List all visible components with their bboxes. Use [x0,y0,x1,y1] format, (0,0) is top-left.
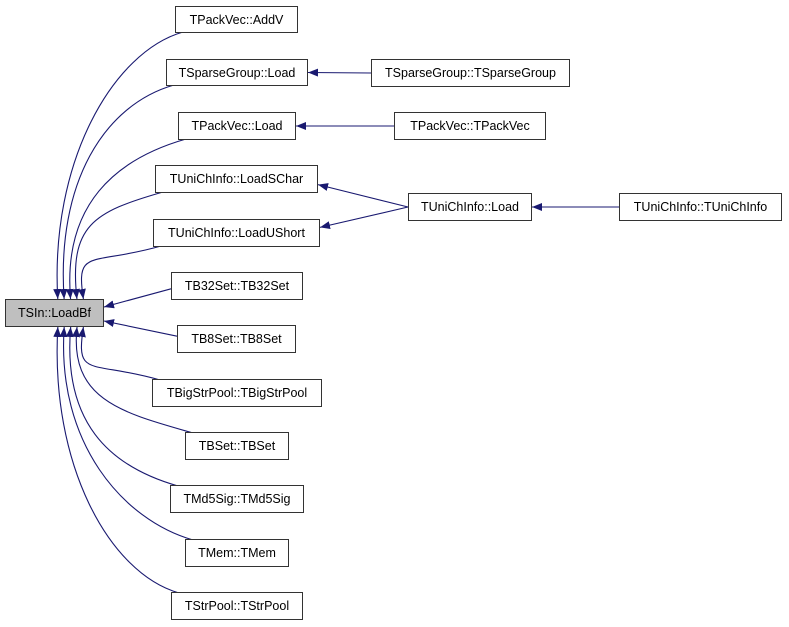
node-sgload[interactable]: TSparseGroup::Load [166,59,308,86]
edge-tbset-to-root [71,326,194,434]
edge-md5-to-root [65,326,179,487]
edge-loadschar-to-root [71,191,164,300]
node-root: TSIn::LoadBf [5,299,104,327]
node-tmem[interactable]: TMem::TMem [185,539,289,567]
node-addv[interactable]: TPackVec::AddV [175,6,298,33]
node-sgctor[interactable]: TSparseGroup::TSparseGroup [371,59,570,87]
edge-pvload-to-root [65,138,187,300]
node-strpool[interactable]: TStrPool::TStrPool [171,592,303,620]
node-ucload[interactable]: TUniChInfo::Load [408,193,532,221]
edge-addv-to-root [53,31,184,300]
node-pvload[interactable]: TPackVec::Load [178,112,296,140]
node-md5[interactable]: TMd5Sig::TMd5Sig [170,485,304,513]
edge-ucload-to-loadushort [319,206,409,230]
edge-bigstr-to-root [77,326,161,381]
edge-tmem-to-root [59,326,194,541]
node-pvctor[interactable]: TPackVec::TPackVec [394,112,546,140]
edge-ucload-to-loadschar [317,183,409,208]
node-ucctor[interactable]: TUniChInfo::TUniChInfo [619,193,782,221]
edge-tb8-to-root [103,319,178,337]
node-loadushort[interactable]: TUniChInfo::LoadUShort [153,219,320,247]
edge-sgload-to-root [59,84,175,300]
edge-sgctor-to-sgload [307,68,372,77]
node-tb8[interactable]: TB8Set::TB8Set [177,325,296,353]
node-tb32[interactable]: TB32Set::TB32Set [171,272,303,300]
node-tbset[interactable]: TBSet::TBSet [185,432,289,460]
edge-tb32-to-root [103,288,172,309]
node-bigstr[interactable]: TBigStrPool::TBigStrPool [152,379,322,407]
edge-loadushort-to-root [77,245,162,300]
node-loadschar[interactable]: TUniChInfo::LoadSChar [155,165,318,193]
edge-strpool-to-root [53,326,180,594]
